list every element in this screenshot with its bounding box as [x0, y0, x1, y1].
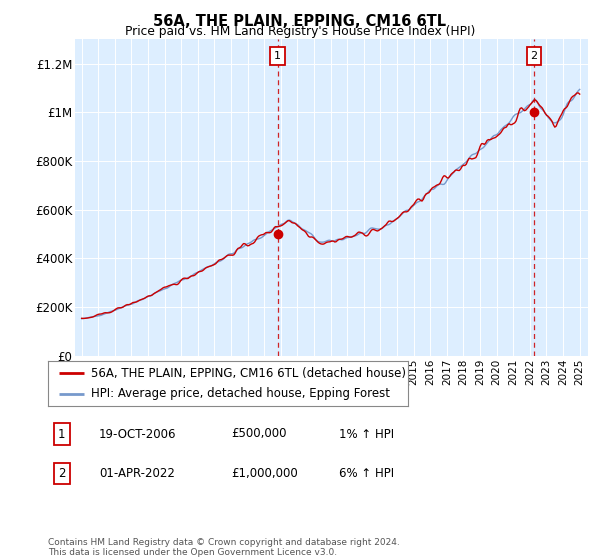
Text: 56A, THE PLAIN, EPPING, CM16 6TL: 56A, THE PLAIN, EPPING, CM16 6TL	[154, 14, 446, 29]
Text: 01-APR-2022: 01-APR-2022	[99, 466, 175, 480]
Text: 6% ↑ HPI: 6% ↑ HPI	[339, 466, 394, 480]
Text: 2: 2	[58, 466, 65, 480]
Text: Price paid vs. HM Land Registry's House Price Index (HPI): Price paid vs. HM Land Registry's House …	[125, 25, 475, 38]
Text: £1,000,000: £1,000,000	[231, 466, 298, 480]
Text: 1% ↑ HPI: 1% ↑ HPI	[339, 427, 394, 441]
Text: 1: 1	[58, 427, 65, 441]
Text: 56A, THE PLAIN, EPPING, CM16 6TL (detached house): 56A, THE PLAIN, EPPING, CM16 6TL (detach…	[91, 367, 406, 380]
Text: 2: 2	[530, 51, 538, 61]
Text: HPI: Average price, detached house, Epping Forest: HPI: Average price, detached house, Eppi…	[91, 388, 390, 400]
Text: Contains HM Land Registry data © Crown copyright and database right 2024.
This d: Contains HM Land Registry data © Crown c…	[48, 538, 400, 557]
Text: 1: 1	[274, 51, 281, 61]
Text: 19-OCT-2006: 19-OCT-2006	[99, 427, 176, 441]
Text: £500,000: £500,000	[231, 427, 287, 441]
